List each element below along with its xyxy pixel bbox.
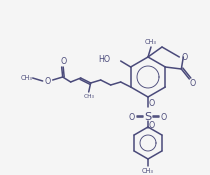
Text: O: O xyxy=(129,113,135,121)
Text: CH₃: CH₃ xyxy=(145,39,157,45)
Text: O: O xyxy=(181,52,188,61)
Text: S: S xyxy=(144,112,152,122)
Text: O: O xyxy=(149,121,155,131)
Text: O: O xyxy=(161,113,167,121)
Text: HO: HO xyxy=(98,54,111,64)
Text: O: O xyxy=(149,100,155,108)
Text: CH₃: CH₃ xyxy=(21,75,33,81)
Text: O: O xyxy=(60,58,67,66)
Text: O: O xyxy=(45,78,51,86)
Text: CH₃: CH₃ xyxy=(142,168,154,174)
Text: O: O xyxy=(189,79,196,88)
Text: CH₃: CH₃ xyxy=(83,94,94,100)
